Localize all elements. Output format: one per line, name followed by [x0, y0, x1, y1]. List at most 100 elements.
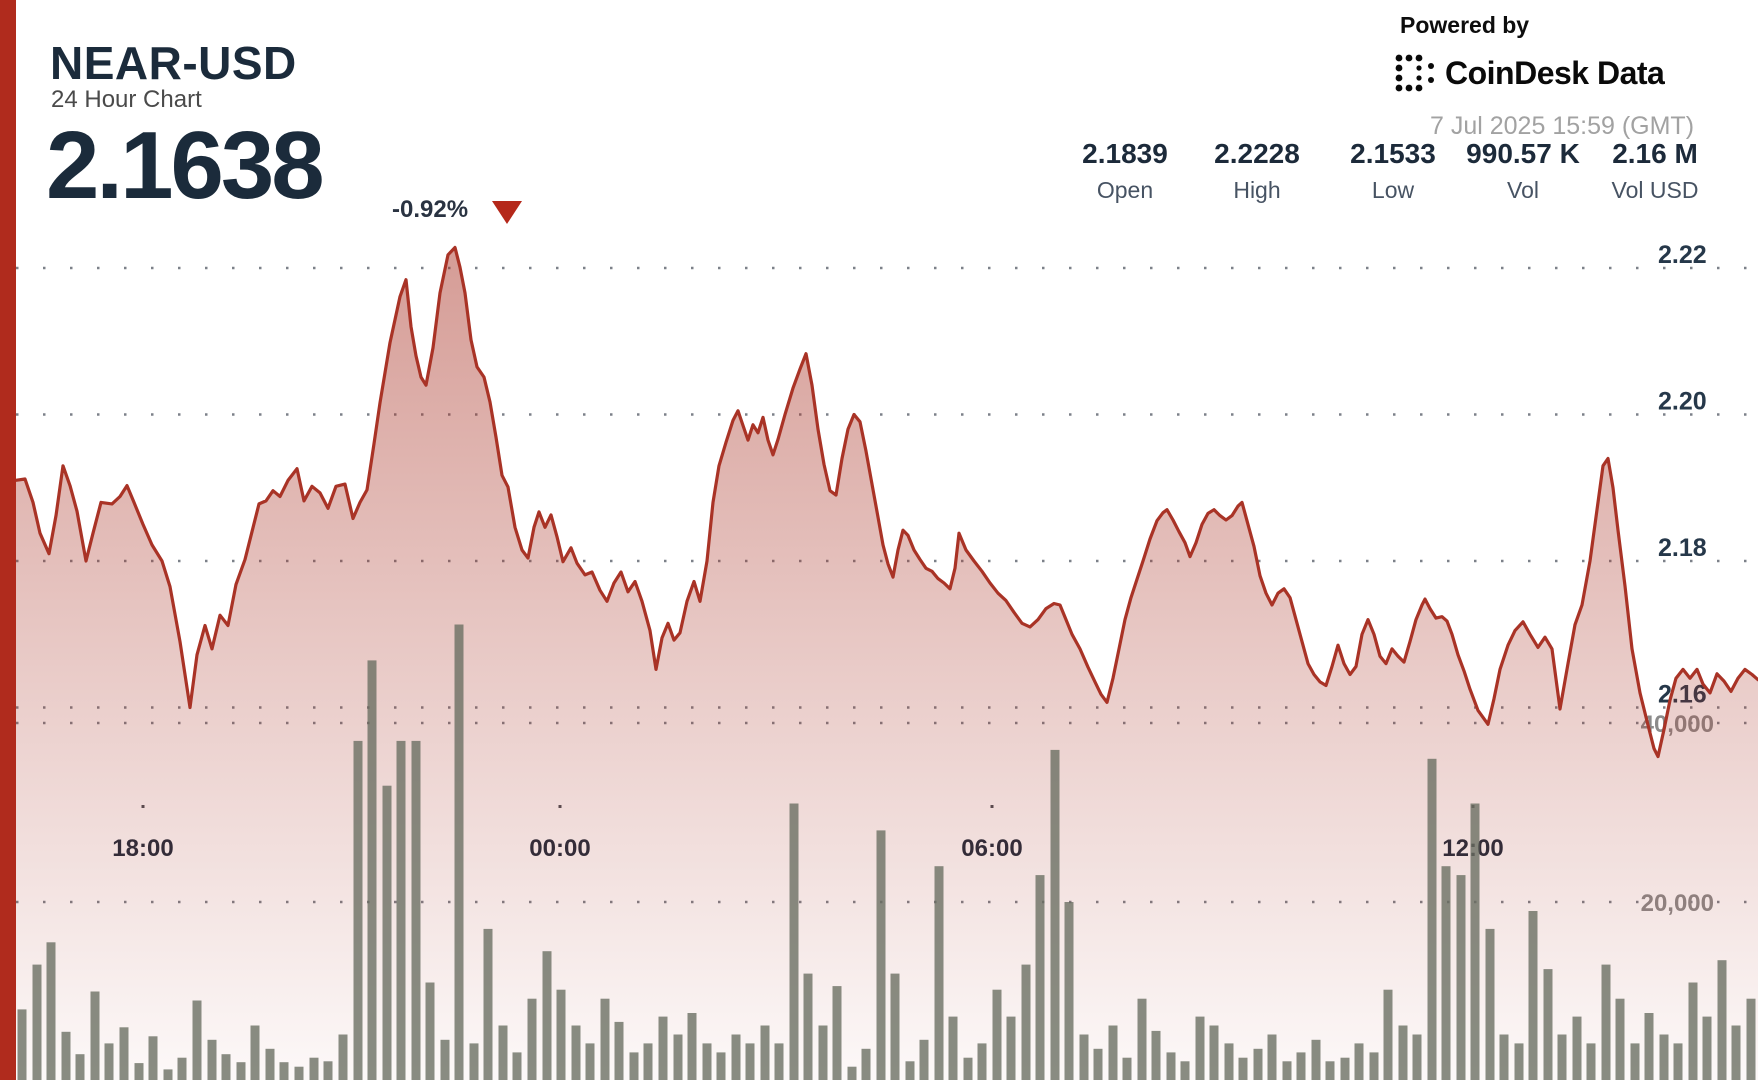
volume-bar: [1659, 1034, 1669, 1080]
volume-bar: [1311, 1039, 1321, 1080]
timestamp: 7 Jul 2025 15:59 (GMT): [1430, 112, 1695, 140]
volume-bar: [571, 1025, 581, 1080]
volume-bar: [1354, 1043, 1364, 1080]
volume-bar: [948, 1016, 958, 1080]
volume-bar: [469, 1043, 479, 1080]
volume-bar: [1180, 1061, 1190, 1080]
volume-bar: [483, 928, 493, 1080]
volume-bar: [411, 740, 421, 1080]
volume-bar: [585, 1043, 595, 1080]
volume-bar: [1717, 960, 1727, 1080]
volume-bar: [323, 1061, 333, 1080]
price-axis-label-2.22: 2.22: [1658, 241, 1707, 269]
volume-bar: [104, 1043, 114, 1080]
volume-bar: [832, 986, 842, 1080]
volume-bar: [1644, 1013, 1654, 1080]
volume-bar: [1021, 964, 1031, 1080]
volume-bar: [1093, 1048, 1103, 1080]
volume-bar: [789, 803, 799, 1080]
volume-bar: [803, 973, 813, 1080]
stat-vol-usd-label: Vol USD: [1611, 177, 1699, 203]
volume-bar: [1253, 1048, 1263, 1080]
volume-bar: [963, 1057, 973, 1080]
volume-bar: [1209, 1025, 1219, 1080]
volume-bar: [1166, 1052, 1176, 1080]
volume-bar: [1238, 1057, 1248, 1080]
volume-bar: [163, 1069, 173, 1080]
volume-bar: [702, 1043, 712, 1080]
volume-bar: [1267, 1034, 1277, 1080]
volume-bar: [1137, 998, 1147, 1080]
volume-bar: [512, 1052, 522, 1080]
volume-bar: [309, 1057, 319, 1080]
stat-vol: 990.57 K Vol: [1466, 138, 1580, 204]
volume-bar: [977, 1043, 987, 1080]
volume-bar: [1514, 1043, 1524, 1080]
volume-bar: [1035, 875, 1045, 1080]
stat-low: 2.1533 Low: [1350, 138, 1436, 204]
coindesk-logo-text: CoinDesk Data: [1445, 54, 1665, 91]
stat-high: 2.2228 High: [1214, 138, 1300, 204]
volume-bar: [1296, 1052, 1306, 1080]
volume-bar: [1340, 1057, 1350, 1080]
volume-bar: [1499, 1034, 1509, 1080]
volume-bar: [192, 1000, 202, 1080]
volume-bar: [17, 1009, 27, 1080]
volume-bar: [731, 1034, 741, 1080]
volume-bar: [250, 1025, 260, 1080]
volume-bar: [90, 991, 100, 1080]
volume-bar: [1688, 982, 1698, 1080]
price-line: [13, 245, 1758, 759]
volume-bar: [1064, 902, 1074, 1080]
volume-bar: [221, 1054, 231, 1080]
volume-bar: [1586, 1043, 1596, 1080]
chart-subtitle: 24 Hour Chart: [51, 86, 202, 113]
volume-bar: [890, 973, 900, 1080]
volume-bar: [207, 1039, 217, 1080]
volume-bar: [1224, 1043, 1234, 1080]
stat-high-label: High: [1233, 177, 1281, 203]
volume-bar: [279, 1062, 289, 1080]
volume-bar: [1398, 1025, 1408, 1080]
coindesk-logo: CoinDesk Data: [1394, 52, 1665, 94]
stat-open-value: 2.1839: [1082, 138, 1168, 169]
volume-bar: [745, 1043, 755, 1080]
coindesk-logo-icon: [1395, 54, 1434, 92]
volume-bar: [556, 989, 566, 1080]
volume-bar: [600, 998, 610, 1080]
volume-bar: [905, 1061, 915, 1080]
volume-bar: [1108, 1025, 1118, 1080]
volume-bar: [1122, 1057, 1132, 1080]
volume-bar: [1079, 1034, 1089, 1080]
volume-bar: [1528, 911, 1538, 1080]
volume-bar: [1746, 998, 1756, 1080]
volume-bar: [774, 1043, 784, 1080]
volume-bar: [1615, 998, 1625, 1080]
stat-vol-usd-value: 2.16 M: [1612, 138, 1698, 169]
volume-bar: [353, 740, 363, 1080]
volume-bar: [46, 942, 56, 1080]
volume-bar: [934, 866, 944, 1080]
volume-bar: [236, 1062, 246, 1080]
volume-bar: [629, 1052, 639, 1080]
stat-open-label: Open: [1096, 177, 1154, 203]
stat-vol-label: Vol: [1507, 177, 1539, 203]
last-price: 2.1638: [46, 112, 325, 219]
volume-bar: [1630, 1043, 1640, 1080]
price-axis-label-2.20: 2.20: [1658, 388, 1707, 416]
volume-bar: [1557, 1034, 1567, 1080]
volume-bar: [1456, 875, 1466, 1080]
price-area-fill: [15, 247, 1758, 1080]
stat-open: 2.1839 Open: [1082, 138, 1168, 204]
volume-bar: [527, 998, 537, 1080]
volume-bar: [265, 1048, 275, 1080]
volume-bar: [134, 1063, 144, 1080]
price-change-percent: -0.92%: [392, 196, 469, 223]
volume-bar: [760, 1025, 770, 1080]
volume-bar: [992, 989, 1002, 1080]
stat-high-value: 2.2228: [1214, 138, 1300, 169]
stat-low-value: 2.1533: [1350, 138, 1436, 169]
volume-bar: [294, 1066, 304, 1080]
volume-bar: [1050, 749, 1060, 1080]
